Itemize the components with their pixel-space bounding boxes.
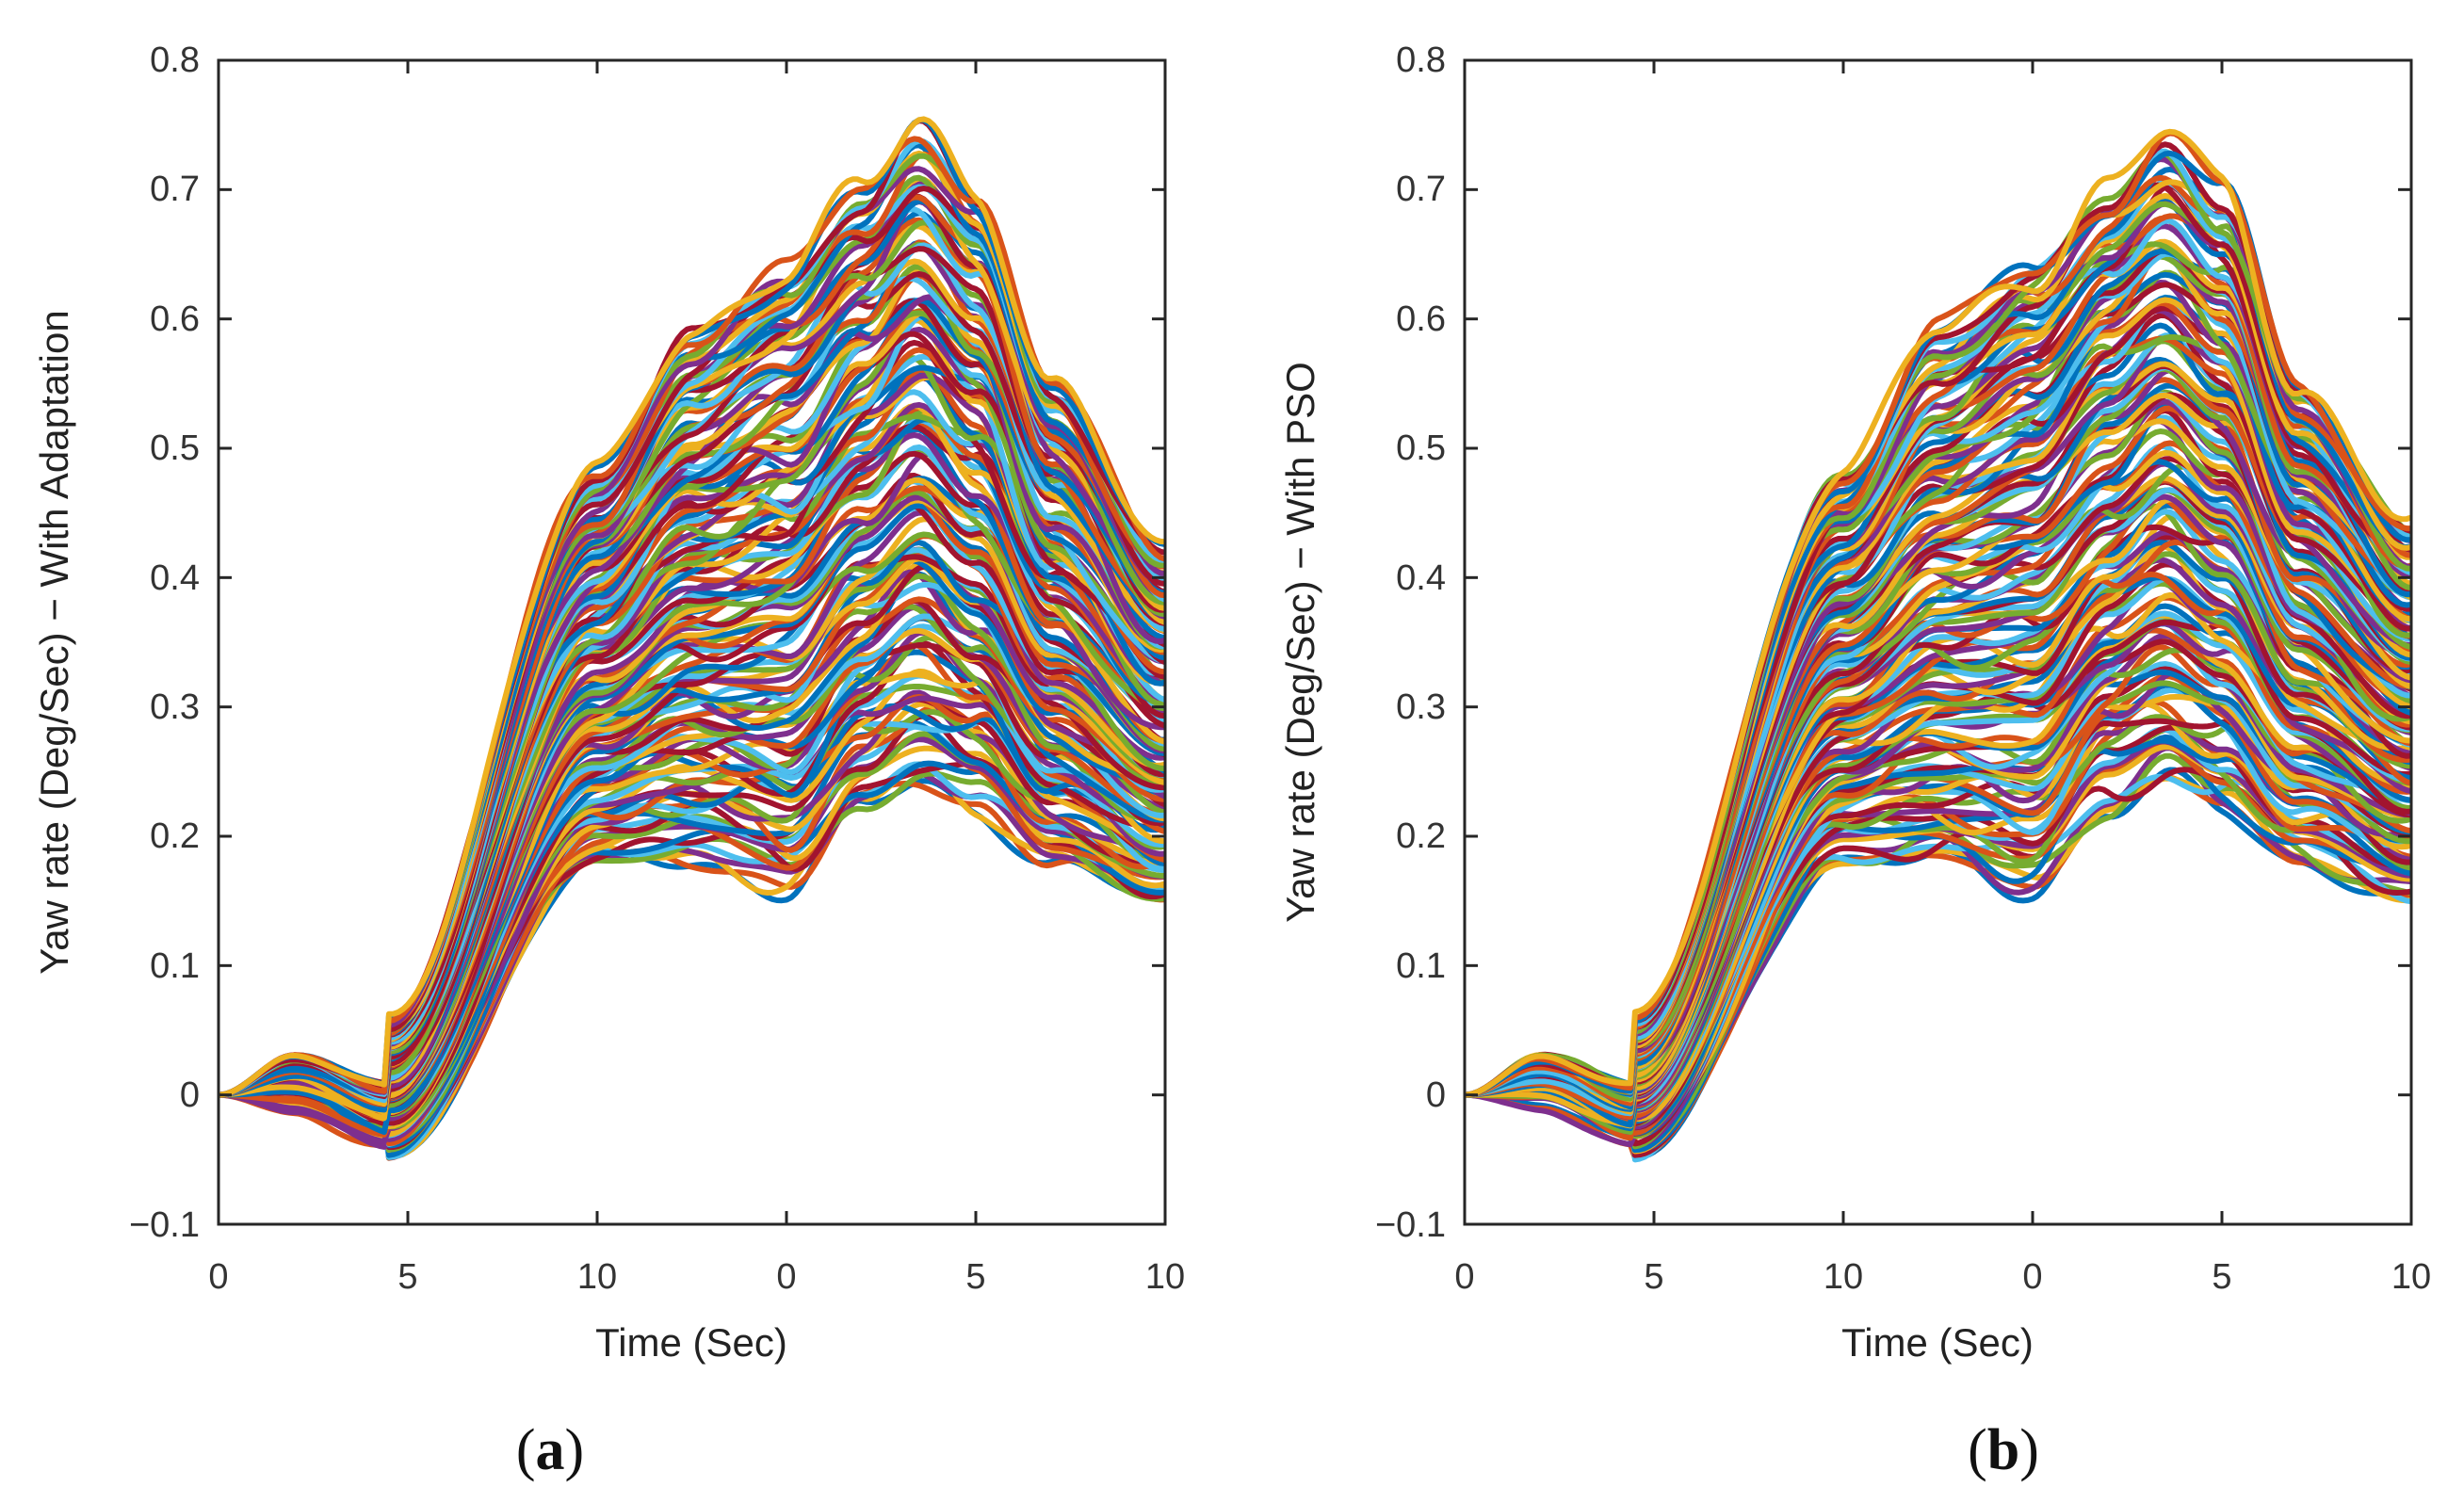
panel-b-label: (b) (1968, 1418, 2039, 1482)
panel-b-xtick-label: 5 (1644, 1257, 1663, 1297)
panel-b-series-line (1465, 130, 2411, 1098)
panel-a-ytick-label: 0.5 (150, 428, 200, 468)
panel-a-xtick-label: 5 (965, 1257, 985, 1297)
panel-b-ytick-label: 0.8 (1396, 40, 1446, 80)
panel-a-series-line (219, 614, 1165, 1138)
panel-a-ytick-label: 0.2 (150, 816, 200, 856)
panel-a-ytick-label: 0.7 (150, 170, 200, 209)
panel-a-ytick-label: 0.8 (150, 40, 200, 80)
panel-a-xtick-label: 10 (577, 1257, 617, 1297)
panel-a-series-line (219, 116, 1165, 1098)
panel-a-ytick-label: 0.6 (150, 299, 200, 339)
panel-a-ticks (217, 58, 1167, 1226)
panel-a-series-lines (219, 116, 1165, 1161)
panel-b-ytick-label: −0.1 (1375, 1205, 1446, 1245)
panel-b-ytick-label: 0.6 (1396, 299, 1446, 339)
panel-b-letter: b (1987, 1418, 2019, 1482)
panel-b-ytick-label: 0.1 (1396, 946, 1446, 986)
panel-b-ytick-label: 0.2 (1396, 816, 1446, 856)
panel-b-xtick-label: 0 (2022, 1257, 2042, 1297)
panel-b-xtick-label: 10 (1824, 1257, 1863, 1297)
panel-b-series-line (1465, 440, 2411, 1121)
panel-b-ytick-label: 0.3 (1396, 687, 1446, 727)
panel-b-ytick-label: 0 (1426, 1075, 1446, 1115)
panel-b-xlabel: Time (Sec) (1841, 1320, 2034, 1365)
panel-a-series-line (219, 136, 1165, 1098)
panel-a-ytick-label: 0 (180, 1075, 200, 1115)
panel-a-ytick-label: 0.4 (150, 558, 200, 598)
panel-a-letter: a (536, 1418, 565, 1482)
panel-b-series-line (1465, 128, 2411, 1098)
panel-a-ytick-label: 0.1 (150, 946, 200, 986)
panel-a-label: (a) (516, 1418, 584, 1482)
panel-b-ytick-label: 0.7 (1396, 170, 1446, 209)
panel-a-xtick-label: 5 (397, 1257, 417, 1297)
panel-a-ytick-label: 0.3 (150, 687, 200, 727)
panel-a-ytick-label: −0.1 (129, 1205, 200, 1245)
panel-a-xtick-label: 10 (1145, 1257, 1185, 1297)
panel-a-xtick-label: 0 (776, 1257, 796, 1297)
panel-b-ytick-label: 0.5 (1396, 428, 1446, 468)
panel-b: −0.1 0 0.1 0.2 0.3 0.4 0.5 0.6 0.7 0.8 0… (1278, 40, 2431, 1482)
panel-b-axes-box (1463, 58, 2413, 1226)
panel-a: −0.1 0 0.1 0.2 0.3 0.4 0.5 0.6 0.7 0.8 0… (32, 40, 1185, 1482)
panel-b-xtick-label: 10 (2391, 1257, 2431, 1297)
panel-b-xtick-label: 0 (1454, 1257, 1474, 1297)
panel-b-ticks (1463, 58, 2413, 1226)
panel-b-ylabel: Yaw rate (Deg/Sec) − With PSO (1278, 362, 1322, 923)
panel-b-ytick-label: 0.4 (1396, 558, 1446, 598)
panel-a-ylabel: Yaw rate (Deg/Sec) − With Adaptation (32, 310, 76, 974)
panel-b-xtick-label: 5 (2212, 1257, 2231, 1297)
panel-a-xtick-label: 0 (208, 1257, 228, 1297)
panel-a-axes-box (217, 58, 1167, 1226)
panel-a-xlabel: Time (Sec) (595, 1320, 787, 1365)
panel-b-series-lines (1465, 128, 2411, 1163)
